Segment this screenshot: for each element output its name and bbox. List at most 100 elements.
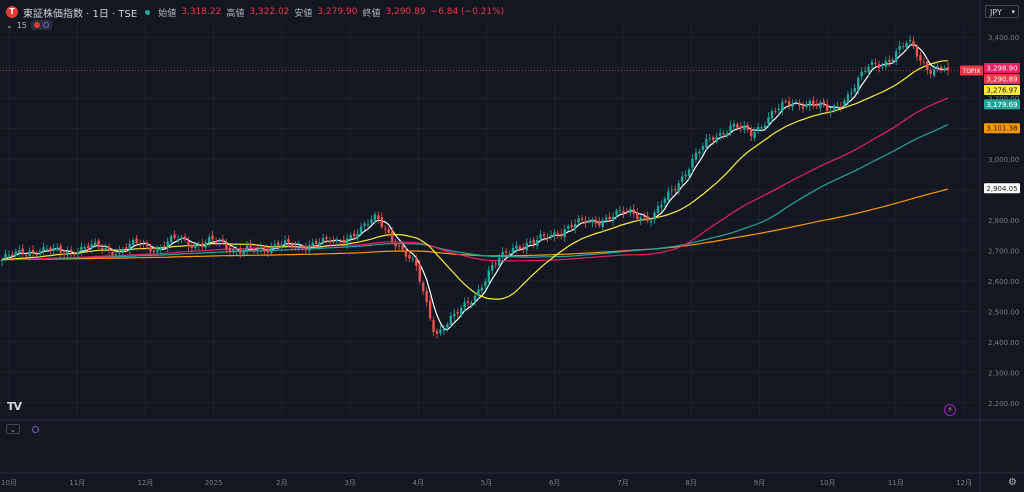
candle-body — [408, 254, 411, 259]
candle-body — [245, 245, 249, 251]
candle-body — [314, 240, 318, 245]
candle-body — [570, 224, 573, 228]
candle-body — [373, 214, 377, 221]
y-tick-label: 2,400.00 — [988, 339, 1019, 347]
candle-body — [159, 247, 163, 250]
candle-body — [4, 253, 7, 259]
candle-body — [325, 237, 328, 239]
candle-body — [187, 241, 190, 247]
candle-body — [932, 69, 936, 76]
candle-body — [35, 253, 38, 255]
candle-body — [642, 216, 646, 218]
open-label: 始値 — [158, 8, 177, 19]
candle-body — [667, 191, 670, 201]
candle-body — [470, 302, 473, 305]
candle-body — [639, 217, 642, 221]
candle-body — [201, 243, 204, 247]
candle-body — [587, 221, 591, 223]
candle-body — [494, 263, 497, 265]
candle-body — [791, 104, 794, 107]
candle-body — [401, 245, 404, 250]
x-tick-label: 2025 — [205, 479, 223, 487]
candle-body — [477, 289, 480, 296]
candle-body — [463, 302, 466, 308]
tse-logo-icon[interactable]: T — [6, 6, 18, 18]
candle-body — [532, 239, 535, 244]
candle-body — [515, 245, 518, 249]
currency-selector[interactable]: JPY ▾ — [985, 5, 1019, 18]
candle-body — [121, 249, 125, 252]
candle-body — [49, 247, 52, 252]
candle-body — [204, 242, 207, 248]
price-tag-label: 3,101.38 — [986, 125, 1017, 133]
gear-icon[interactable]: ⚙ — [1008, 477, 1017, 488]
symbol-title[interactable]: 東証株価指数 · 1日 · TSE — [23, 8, 138, 20]
candle-body — [939, 67, 943, 69]
candle-body — [760, 127, 763, 128]
candle-body — [497, 258, 501, 266]
candle-body — [366, 224, 370, 226]
x-tick-label: 11月 — [888, 479, 904, 487]
price-tag — [984, 74, 1020, 85]
candle-body — [107, 246, 111, 251]
candle-body — [563, 229, 566, 238]
candle-body — [308, 245, 311, 251]
candle-body — [912, 41, 915, 47]
candle-body — [169, 236, 173, 243]
candle-body — [522, 247, 525, 249]
candle-body — [877, 64, 881, 68]
candle-body — [459, 307, 463, 316]
ma-line-ma-75 — [1, 124, 949, 261]
candle-body — [422, 282, 425, 292]
eye-icon[interactable] — [32, 425, 39, 433]
y-tick-label: 2,700.00 — [988, 247, 1019, 255]
candle-body — [604, 217, 608, 220]
chevron-down-icon[interactable]: ⌄ — [6, 20, 13, 30]
candle-body — [722, 133, 725, 135]
candle-body — [239, 248, 242, 254]
candle-body — [332, 241, 335, 242]
candle-body — [31, 249, 35, 253]
candle-body — [843, 100, 846, 106]
candle-body — [615, 210, 618, 216]
tradingview-logo-icon[interactable]: TV — [7, 400, 22, 413]
open-value: 3,318.22 — [181, 7, 222, 17]
x-tick-label: 11月 — [69, 479, 85, 487]
x-tick-label: 3月 — [344, 479, 355, 487]
candle-body — [183, 236, 187, 240]
candle-body — [815, 103, 819, 107]
lightning-icon[interactable]: ⚡ — [944, 404, 956, 416]
candle-body — [156, 247, 159, 252]
candle-body — [518, 246, 522, 250]
currency-label: JPY — [990, 8, 1002, 17]
indicator-toggle[interactable] — [30, 20, 52, 30]
candle-body — [456, 312, 459, 314]
candle-body — [97, 240, 100, 247]
candle-body — [346, 238, 349, 245]
chevron-down-icon[interactable]: ⌄ — [6, 424, 20, 434]
time-axis[interactable]: 10月 11月 12月 2025 2月 3月 4月 5月 6月 7月 8月 9月 10月 11月 12月 — [1, 479, 972, 487]
price-tag-label: 3,298.90 — [986, 65, 1017, 73]
candle-body — [542, 234, 546, 236]
candle-body — [508, 253, 511, 255]
indicator-count[interactable]: 15 — [16, 20, 27, 30]
candle-body — [884, 60, 888, 67]
candle-body — [629, 209, 632, 213]
candle-body — [335, 240, 339, 242]
candle-body — [294, 245, 297, 247]
candle-body — [553, 232, 556, 236]
y-tick-label: 2,300.00 — [988, 369, 1019, 377]
candle-body — [653, 212, 656, 220]
candle-body — [898, 45, 901, 50]
candle-body — [767, 117, 770, 124]
candle-body — [774, 111, 777, 112]
symbol-tag-label: TOPIX — [962, 68, 981, 75]
x-tick-label: 7月 — [617, 479, 628, 487]
candle-body — [915, 46, 919, 57]
candle-body — [390, 231, 394, 242]
candle-body — [418, 264, 421, 282]
candle-body — [736, 124, 739, 128]
